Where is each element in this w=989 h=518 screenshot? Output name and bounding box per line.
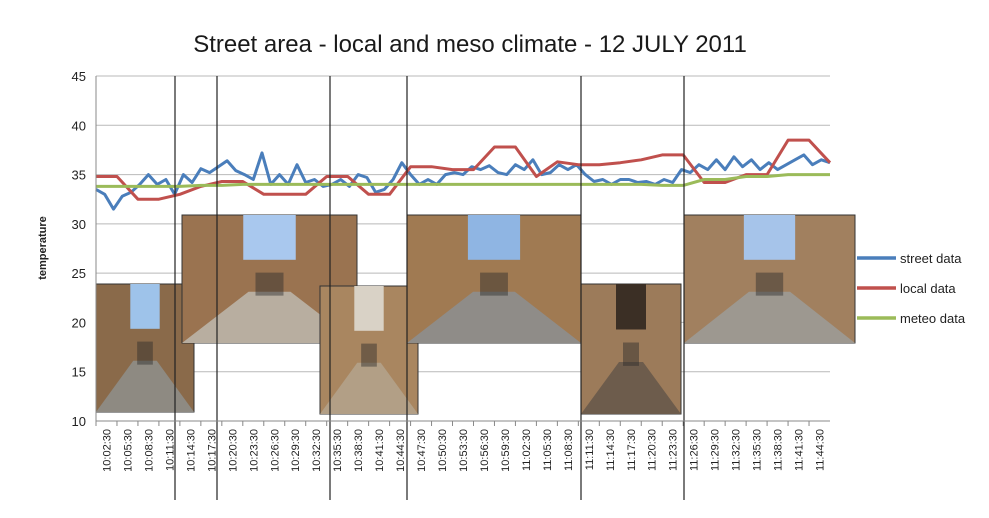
street-photo [580,283,682,415]
y-tick-label: 30 [72,217,86,232]
photo-passage [137,341,153,365]
x-tick-label: 10:14:30 [185,429,197,472]
series-line [96,138,832,201]
x-tick-label: 10:47:30 [416,429,428,472]
photo-sky [616,284,646,330]
x-tick-label: 11:32:30 [731,429,743,471]
street-photo [95,283,195,413]
x-tick-label: 10:08:30 [143,429,155,472]
x-tick-label: 11:17:30 [626,429,638,471]
y-tick-label: 25 [72,266,86,281]
y-tick-label: 15 [72,365,86,380]
y-tick-label: 35 [72,168,86,183]
x-tick-label: 11:08:30 [563,429,575,471]
y-tick-label: 20 [72,315,86,330]
photo-ground [320,362,418,414]
x-tick-label: 11:14:30 [605,429,617,471]
y-tick-label: 45 [72,69,86,84]
x-tick-label: 10:44:30 [395,429,407,472]
x-tick-label: 10:35:30 [332,429,344,472]
photo-ground [407,291,581,343]
x-tick-label: 11:26:30 [689,429,701,471]
y-axis-label: temperature [37,216,49,280]
y-tick-label: 40 [72,118,86,133]
street-photo [319,285,419,415]
photo-passage [623,342,639,366]
x-tick-label: 10:11:30 [164,429,176,471]
y-tick-label: 10 [72,414,86,429]
photo-passage [480,272,508,296]
x-tick-label: 10:17:30 [206,429,218,472]
x-tick-label: 10:05:30 [122,429,134,472]
street-photo [181,214,358,344]
x-tick-label: 11:20:30 [647,429,659,471]
street-photo [683,214,856,344]
photo-passage [361,343,377,367]
series-line [96,173,830,188]
legend-label: meteo data [900,311,966,326]
x-tick-label: 10:50:30 [437,429,449,472]
photo-ground [684,291,855,343]
x-tick-label: 11:02:30 [521,429,533,471]
chart-title: Street area - local and meso climate - 1… [193,31,747,58]
x-tick-label: 10:53:30 [458,429,470,472]
x-tick-label: 11:41:30 [794,429,806,471]
photo-sky [743,215,796,260]
x-tick-label: 10:56:30 [479,429,491,472]
x-tick-label: 11:11:30 [584,429,596,470]
photo-sky [467,215,521,260]
x-tick-label: 11:23:30 [668,429,680,471]
photo-ground [182,291,357,343]
x-tick-label: 10:38:30 [353,429,365,472]
x-tick-label: 10:32:30 [311,429,323,472]
legend-label: local data [900,281,956,296]
x-tick-label: 10:41:30 [374,429,386,472]
x-tick-label: 10:23:30 [248,429,260,472]
x-tick-label: 11:38:30 [773,429,785,471]
series-line [95,151,831,211]
photo-sky [243,215,296,260]
photo-sky [354,286,384,331]
x-tick-label: 10:26:30 [269,429,281,472]
photo-ground [96,360,194,412]
photo-passage [255,272,284,296]
x-tick-label: 11:44:30 [815,429,827,471]
x-tick-label: 11:35:30 [752,429,764,471]
street-photo [406,214,582,344]
x-tick-label: 10:20:30 [227,429,239,472]
x-tick-label: 10:59:30 [500,429,512,472]
x-tick-label: 11:29:30 [710,429,722,471]
photo-passage [755,272,784,296]
x-tick-label: 11:05:30 [542,429,554,471]
photo-sky [130,284,160,329]
photo-ground [581,362,681,414]
x-tick-label: 10:29:30 [290,429,302,472]
x-tick-label: 10:02:30 [101,429,113,472]
legend-label: street data [900,251,962,266]
